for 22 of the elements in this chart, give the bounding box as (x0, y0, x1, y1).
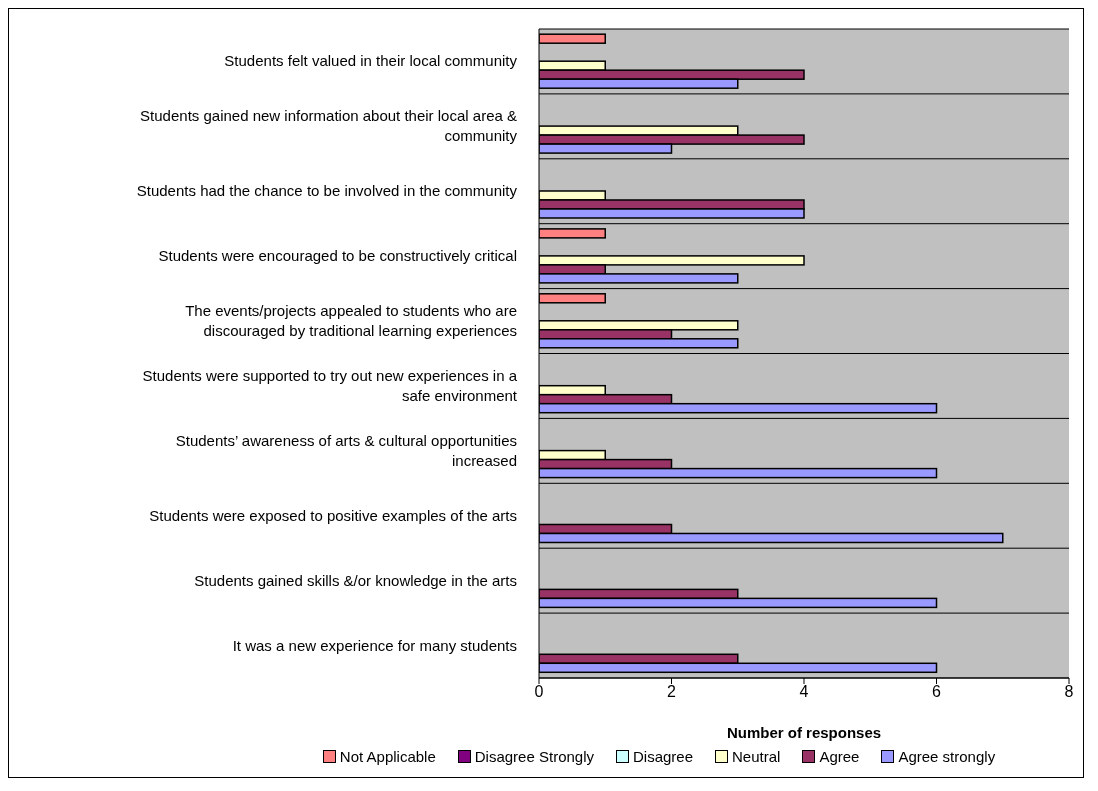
legend-label: Neutral (732, 748, 781, 765)
legend-label: Not Applicable (339, 748, 436, 765)
x-tick-label: 4 (799, 683, 809, 701)
y-tick-label: Students were exposed to positive examples of the arts (149, 506, 517, 524)
y-tick-label: Students felt valued in their local community (224, 52, 518, 70)
y-tick-label: The events/projects appealed to students who are discouraged by traditional learning experiences (185, 302, 517, 340)
legend-label: Agree strongly (898, 748, 996, 765)
x-axis-title: Number of responses (726, 724, 882, 741)
y-tick-label: Students were supported to try out new experiences in a safe environment (142, 366, 518, 404)
y-tick-label: Students were encouraged to be constructively critical (158, 247, 517, 265)
y-tick-label: Students gained skills &/or knowledge in the arts (194, 571, 517, 589)
x-tick-label: 8 (1064, 683, 1074, 701)
legend-label: Agree (819, 748, 860, 765)
y-tick-label: It was a new experience for many students (232, 636, 517, 654)
x-tick-label: 6 (932, 683, 942, 701)
x-tick-label: 2 (667, 683, 677, 701)
y-tick-label: Students gained new information about their local area & community (140, 107, 518, 145)
legend-label: Disagree Strongly (474, 748, 594, 765)
x-tick-label: 0 (534, 683, 544, 701)
legend-label: Disagree (633, 748, 694, 765)
y-tick-label: Students’ awareness of arts & cultural opportunities increased (175, 431, 517, 469)
y-tick-label: Students had the chance to be involved in the community (136, 182, 518, 200)
